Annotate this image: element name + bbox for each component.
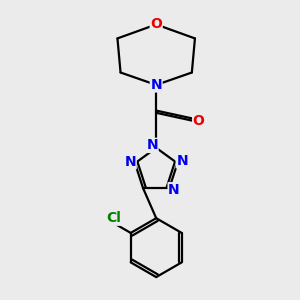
- Text: N: N: [146, 138, 158, 152]
- Text: O: O: [193, 114, 205, 128]
- Text: N: N: [168, 183, 180, 197]
- Text: O: O: [150, 17, 162, 32]
- Text: N: N: [124, 155, 136, 169]
- Text: N: N: [150, 78, 162, 92]
- Text: Cl: Cl: [106, 211, 121, 225]
- Text: N: N: [176, 154, 188, 168]
